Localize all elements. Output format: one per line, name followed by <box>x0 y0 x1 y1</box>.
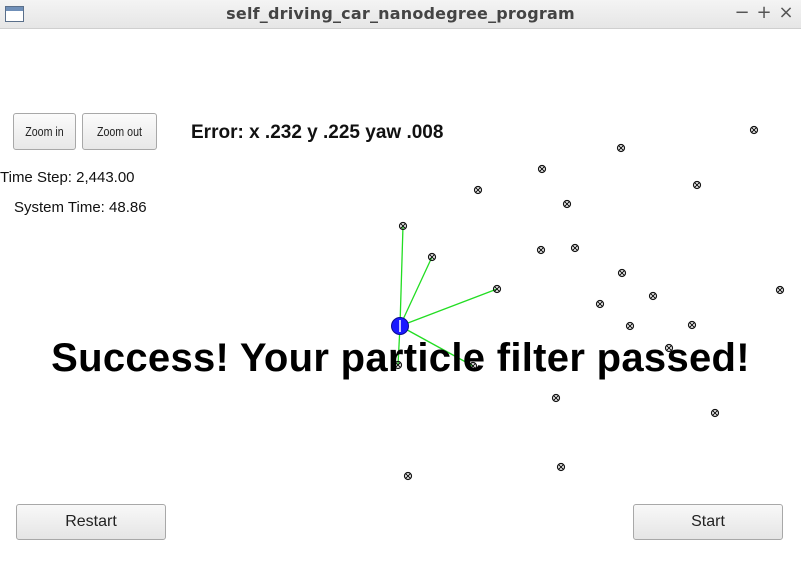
zoom-out-button[interactable]: Zoom out <box>82 113 157 150</box>
success-message: Success! Your particle filter passed! <box>51 336 750 380</box>
landmark-marker <box>427 252 437 262</box>
landmark-marker <box>775 285 785 295</box>
zoom-in-button[interactable]: Zoom in <box>13 113 76 150</box>
landmark-marker <box>664 343 674 353</box>
landmark-marker <box>492 284 502 294</box>
minimize-icon[interactable]: − <box>734 2 750 23</box>
observation-line <box>399 225 404 327</box>
system-time-readout: System Time: 48.86 <box>14 199 147 216</box>
landmark-marker <box>551 393 561 403</box>
landmark-marker <box>473 185 483 195</box>
landmark-marker <box>617 268 627 278</box>
landmark-marker <box>687 320 697 330</box>
landmark-marker <box>648 291 658 301</box>
landmark-marker <box>692 180 702 190</box>
simulation-canvas <box>391 125 785 481</box>
window-title: self_driving_car_nanodegree_program <box>226 4 575 23</box>
simulator-view: Zoom in Zoom out Error: x .232 y .225 ya… <box>0 29 801 563</box>
vehicle <box>391 317 409 335</box>
landmark-marker <box>749 125 759 135</box>
landmark-marker <box>710 408 720 418</box>
landmarks <box>393 125 785 481</box>
maximize-icon[interactable]: + <box>756 2 772 23</box>
landmark-marker <box>616 143 626 153</box>
landmark-marker <box>570 243 580 253</box>
observation-line <box>399 325 474 367</box>
landmark-marker <box>403 471 413 481</box>
landmark-marker <box>468 361 478 371</box>
landmark-marker <box>625 321 635 331</box>
landmark-marker <box>556 462 566 472</box>
landmark-marker <box>536 245 546 255</box>
title-bar: self_driving_car_nanodegree_program − + … <box>0 0 801 29</box>
app-window-icon <box>5 6 24 22</box>
error-readout: Error: x .232 y .225 yaw .008 <box>191 122 444 143</box>
landmark-marker <box>393 360 403 370</box>
observation-lines <box>397 225 498 367</box>
observation-line <box>399 288 498 327</box>
close-icon[interactable]: × <box>778 2 794 23</box>
start-button[interactable]: Start <box>633 504 783 540</box>
landmark-marker <box>562 199 572 209</box>
observation-line <box>399 256 433 327</box>
landmark-marker <box>595 299 605 309</box>
landmark-marker <box>537 164 547 174</box>
landmark-marker <box>398 221 408 231</box>
time-step-readout: Time Step: 2,443.00 <box>0 169 135 186</box>
restart-button[interactable]: Restart <box>16 504 166 540</box>
